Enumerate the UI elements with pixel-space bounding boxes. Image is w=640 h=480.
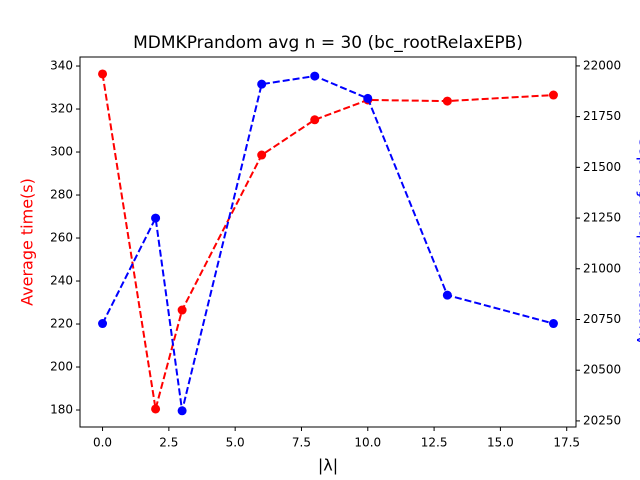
x-tick-label: 17.5 — [553, 436, 580, 450]
data-point — [177, 305, 187, 315]
data-point — [310, 71, 320, 81]
y2-tick-label: 21250 — [583, 211, 621, 225]
chart-title: MDMKPrandom avg n = 30 (bc_rootRelaxEPB) — [133, 33, 523, 53]
x-tick-label: 0.0 — [93, 436, 112, 450]
data-point — [151, 213, 161, 223]
data-point — [310, 115, 320, 125]
y2-tick-label: 20750 — [583, 312, 621, 326]
data-point — [442, 290, 452, 300]
data-point — [257, 150, 267, 160]
x-tick-label: 2.5 — [159, 436, 178, 450]
series-line — [101, 75, 554, 412]
data-point — [363, 93, 373, 103]
y2-tick-label: 20500 — [583, 363, 621, 377]
y2-tick-label: 22000 — [583, 58, 621, 72]
data-point — [98, 69, 108, 79]
data-point — [548, 90, 558, 100]
y-tick-label: 220 — [50, 317, 73, 331]
y-tick-label: 240 — [50, 274, 73, 288]
x-axis-label: |λ| — [318, 456, 338, 475]
y2-tick-label: 20250 — [583, 413, 621, 427]
data-point — [151, 404, 161, 414]
x-tick-label: 12.5 — [421, 436, 448, 450]
x-tick-label: 15.0 — [487, 436, 514, 450]
data-point — [177, 406, 187, 416]
y-tick-label: 300 — [50, 145, 73, 159]
y-tick-label: 260 — [50, 231, 73, 245]
y2-axis-label: Average number of nodes — [634, 138, 640, 345]
series-line — [101, 73, 554, 410]
data-point — [548, 319, 558, 329]
y-tick-label: 200 — [50, 360, 73, 374]
y2-tick-label: 21000 — [583, 261, 621, 275]
y2-tick-label: 21500 — [583, 160, 621, 174]
x-tick-label: 10.0 — [354, 436, 381, 450]
y-axis-label: Average time(s) — [18, 178, 37, 306]
x-tick-label: 7.5 — [292, 436, 311, 450]
y2-tick-label: 21750 — [583, 109, 621, 123]
x-tick-label: 5.0 — [226, 436, 245, 450]
data-point — [98, 319, 108, 329]
y-tick-label: 320 — [50, 102, 73, 116]
plot-frame — [79, 56, 577, 428]
y-tick-label: 180 — [50, 403, 73, 417]
y-tick-label: 340 — [50, 59, 73, 73]
data-point — [442, 96, 452, 106]
y-tick-label: 280 — [50, 188, 73, 202]
data-point — [257, 79, 267, 89]
